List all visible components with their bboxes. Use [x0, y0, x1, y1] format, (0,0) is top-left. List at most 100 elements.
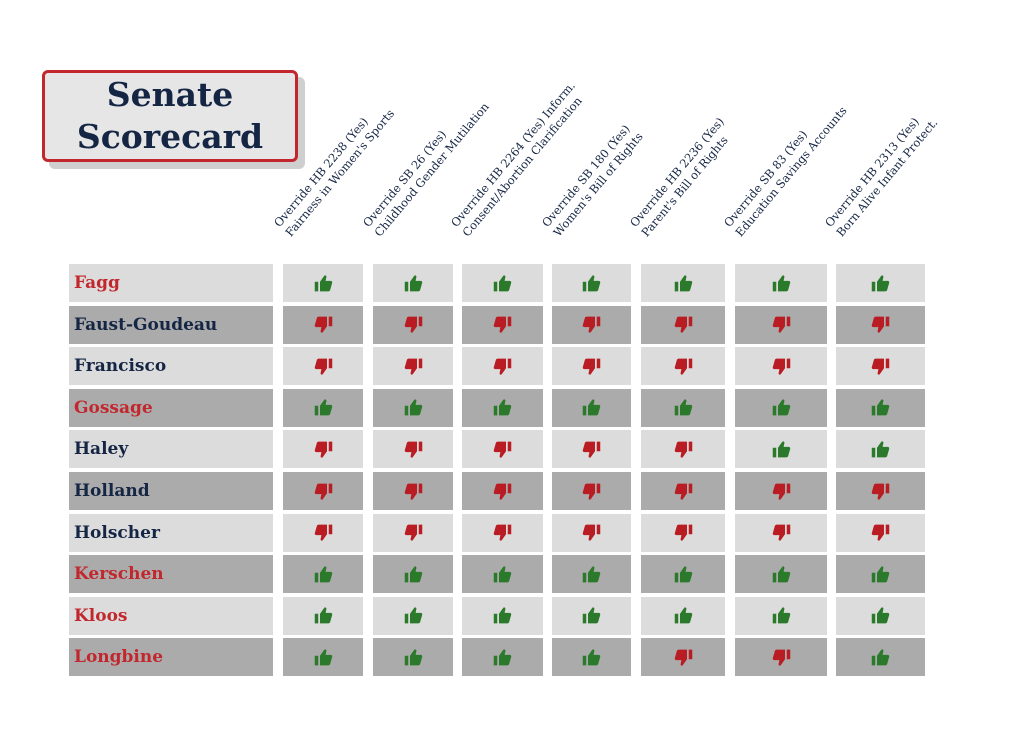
vote-cell: [462, 305, 543, 344]
vote-cell: [462, 347, 543, 386]
thumbs-up-icon: [771, 273, 792, 294]
vote-cell: [735, 430, 827, 469]
vote-cell: [836, 305, 925, 344]
vote-cell: [373, 305, 453, 344]
vote-cell: [373, 430, 453, 469]
vote-cell: [552, 388, 631, 427]
vote-cell: [283, 264, 363, 302]
thumbs-down-icon: [870, 522, 891, 543]
vote-cell: [283, 472, 363, 510]
thumbs-down-icon: [403, 356, 424, 377]
thumbs-up-icon: [403, 564, 424, 585]
vote-cell: [373, 472, 453, 510]
scorecard-title-card: Senate Scorecard: [42, 70, 298, 162]
thumbs-down-icon: [771, 647, 792, 668]
senator-row: Kerschen: [0, 555, 1024, 594]
vote-cell: [373, 264, 453, 302]
vote-cell: [552, 596, 631, 635]
thumbs-down-icon: [313, 314, 334, 335]
senator-row: Holland: [0, 472, 1024, 510]
vote-cell: [462, 388, 543, 427]
senator-name: Francisco: [69, 347, 273, 386]
thumbs-up-icon: [870, 273, 891, 294]
senator-row: Holscher: [0, 513, 1024, 552]
vote-cell: [462, 555, 543, 594]
vote-cell: [836, 638, 925, 677]
vote-cell: [641, 388, 725, 427]
thumbs-down-icon: [492, 481, 513, 502]
senator-name: Haley: [69, 430, 273, 469]
vote-cell: [735, 388, 827, 427]
vote-cell: [836, 388, 925, 427]
thumbs-up-icon: [403, 273, 424, 294]
vote-cell: [462, 596, 543, 635]
vote-cell: [836, 513, 925, 552]
thumbs-up-icon: [870, 647, 891, 668]
thumbs-down-icon: [492, 522, 513, 543]
thumbs-up-icon: [870, 397, 891, 418]
vote-cell: [283, 305, 363, 344]
thumbs-up-icon: [673, 397, 694, 418]
vote-cell: [552, 638, 631, 677]
thumbs-down-icon: [673, 356, 694, 377]
vote-cell: [283, 596, 363, 635]
vote-cell: [836, 472, 925, 510]
vote-cell: [641, 472, 725, 510]
senator-row: Francisco: [0, 347, 1024, 386]
thumbs-down-icon: [581, 314, 602, 335]
vote-cell: [283, 388, 363, 427]
thumbs-up-icon: [492, 397, 513, 418]
column-header-bill: Override SB 83 (Yes): [721, 127, 811, 230]
thumbs-down-icon: [870, 356, 891, 377]
senator-name: Gossage: [69, 388, 273, 427]
thumbs-down-icon: [581, 439, 602, 460]
senator-name: Kloos: [69, 596, 273, 635]
column-headers: Override HB 2238 (Yes) Fairness in Women'…: [0, 0, 1024, 262]
senator-name: Holscher: [69, 513, 273, 552]
thumbs-up-icon: [313, 397, 334, 418]
vote-cell: [552, 513, 631, 552]
thumbs-down-icon: [870, 314, 891, 335]
vote-cell: [641, 430, 725, 469]
thumbs-up-icon: [771, 605, 792, 626]
thumbs-up-icon: [313, 564, 334, 585]
thumbs-down-icon: [313, 356, 334, 377]
senator-name: Holland: [69, 472, 273, 510]
vote-cell: [373, 347, 453, 386]
thumbs-down-icon: [581, 356, 602, 377]
vote-cell: [735, 596, 827, 635]
vote-cell: [836, 430, 925, 469]
thumbs-up-icon: [581, 564, 602, 585]
thumbs-up-icon: [771, 564, 792, 585]
thumbs-up-icon: [492, 647, 513, 668]
thumbs-up-icon: [581, 397, 602, 418]
column-header: Override HB 2313 (Yes) Born Alive Infant …: [822, 106, 941, 240]
vote-cell: [641, 638, 725, 677]
title-line-1: Senate: [106, 75, 234, 114]
thumbs-up-icon: [581, 647, 602, 668]
thumbs-up-icon: [673, 605, 694, 626]
thumbs-down-icon: [313, 439, 334, 460]
vote-cell: [735, 347, 827, 386]
vote-cell: [462, 513, 543, 552]
thumbs-down-icon: [403, 481, 424, 502]
thumbs-up-icon: [313, 605, 334, 626]
vote-cell: [373, 596, 453, 635]
vote-cell: [552, 555, 631, 594]
senator-name: Faust-Goudeau: [69, 305, 273, 344]
vote-cell: [552, 430, 631, 469]
title-line-2: Scorecard: [76, 117, 264, 156]
thumbs-up-icon: [313, 647, 334, 668]
thumbs-down-icon: [673, 522, 694, 543]
vote-cell: [373, 388, 453, 427]
thumbs-down-icon: [673, 481, 694, 502]
vote-cell: [735, 472, 827, 510]
thumbs-down-icon: [771, 356, 792, 377]
vote-cell: [641, 305, 725, 344]
senator-name: Fagg: [69, 264, 273, 302]
vote-cell: [283, 430, 363, 469]
thumbs-down-icon: [581, 522, 602, 543]
vote-cell: [641, 513, 725, 552]
vote-cell: [641, 264, 725, 302]
senator-row: Gossage: [0, 388, 1024, 427]
